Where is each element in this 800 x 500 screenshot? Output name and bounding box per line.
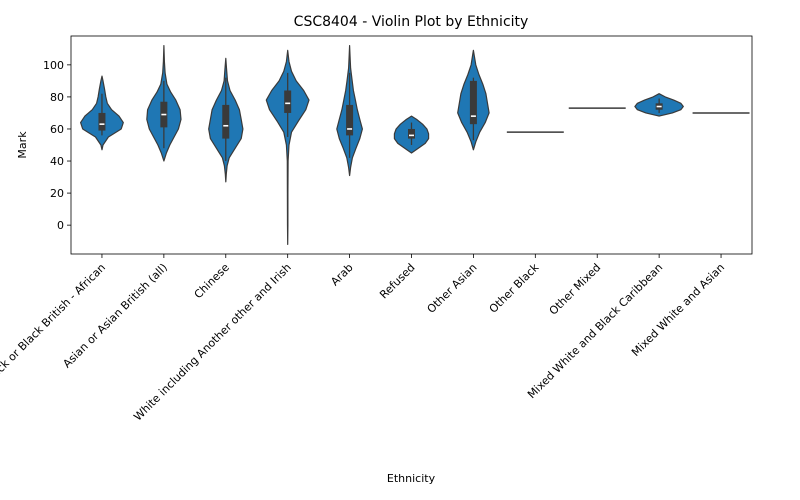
x-tick-label: Chinese [192, 261, 232, 301]
violin-iqr-5 [408, 128, 415, 139]
violin-iqr-2 [222, 104, 230, 139]
chart-title: CSC8404 - Violin Plot by Ethnicity [294, 14, 529, 30]
y-tick-label: 40 [50, 155, 64, 168]
y-tick-label: 0 [57, 219, 64, 232]
violins-group [80, 45, 750, 245]
y-tick-label: 60 [50, 123, 64, 136]
violin-iqr-0 [98, 112, 106, 131]
violin-body-3 [265, 49, 310, 245]
x-tick-label: Other Mixed [547, 261, 604, 318]
violin-iqr-4 [346, 104, 354, 136]
y-tick-label: 80 [50, 91, 64, 104]
x-tick-label: Asian or Asian British (all) [60, 261, 170, 371]
y-axis: 0 20 40 60 80 100 [43, 59, 71, 232]
x-tick-label: Mixed White and Black Caribbean [525, 261, 665, 401]
y-tick-label: 100 [43, 59, 64, 72]
x-axis-label: Ethnicity [387, 472, 436, 485]
violin-iqr-3 [284, 90, 292, 113]
x-tick-label: Black or Black British - African [0, 261, 108, 387]
x-tick-label: Other Asian [425, 261, 480, 316]
violin-iqr-6 [469, 80, 477, 125]
y-axis-label: Mark [16, 131, 29, 159]
y-tick-label: 20 [50, 187, 64, 200]
x-tick-label: Other Black [487, 260, 542, 315]
x-tick-label: Refused [377, 261, 417, 301]
x-tick-label: Arab [328, 261, 355, 288]
